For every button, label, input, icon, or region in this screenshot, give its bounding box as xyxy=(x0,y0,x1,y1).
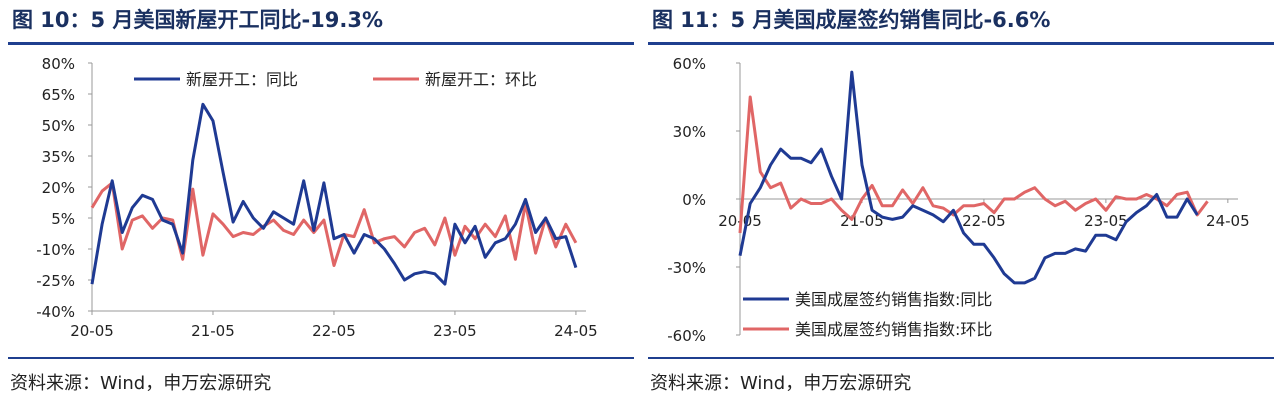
legend-label: 美国成屋签约销售指数:同比 xyxy=(795,290,992,309)
chart-panel-pending-home-sales: 图 11：5 月美国成屋签约销售同比-6.6% -60% -30% 0% 30% 60%… xyxy=(648,0,1274,404)
source-note: 资料来源：Wind，申万宏源研究 xyxy=(10,373,272,394)
series-line-yoy xyxy=(738,70,1199,285)
y-tick-label: 5% xyxy=(51,210,75,228)
x-tick-label: 23-05 xyxy=(433,322,477,340)
x-tick-label: 24-05 xyxy=(554,322,598,340)
x-tick-label: 23-05 xyxy=(1084,212,1128,230)
footer-rule xyxy=(648,357,1274,359)
legend-label: 美国成屋签约销售指数:环比 xyxy=(795,320,992,339)
x-tick-label: 21-05 xyxy=(191,322,235,340)
y-tick-label: 50% xyxy=(42,117,75,135)
chart-title: 图 11：5 月美国成屋签约销售同比-6.6% xyxy=(652,8,1051,32)
y-tick-label: 35% xyxy=(42,148,75,166)
y-tick-label: 80% xyxy=(42,55,75,73)
footer-rule xyxy=(8,357,634,359)
legend-label: 新屋开工：同比 xyxy=(186,70,298,89)
y-tick-label: -10% xyxy=(36,241,75,259)
x-tick-label: 22-05 xyxy=(312,322,356,340)
pending-home-sales-chart: -60%-30%0%30%60%20-05 21-05 22-05 23-05 24-0… xyxy=(667,55,1250,345)
y-tick-label: -25% xyxy=(36,272,75,290)
series-line-mom xyxy=(738,95,1209,234)
y-tick-label: 30% xyxy=(673,123,706,141)
series-line-mom xyxy=(90,181,578,267)
y-tick-label: 0% xyxy=(682,191,706,209)
y-tick-label: -60% xyxy=(667,327,706,345)
x-tick-label: 21-05 xyxy=(840,212,884,230)
x-tick-label: 22-05 xyxy=(962,212,1006,230)
legend-label: 新屋开工：环比 xyxy=(425,70,537,89)
housing-starts-chart: -40% -25% -10% 5% 20% 35% 50% 65% 80% 20-05 21-05 2… xyxy=(36,55,598,340)
x-tick-label: 24-05 xyxy=(1206,212,1250,230)
y-tick-label: -30% xyxy=(667,259,706,277)
series-line-yoy xyxy=(90,102,578,286)
y-tick-label: 65% xyxy=(42,86,75,104)
chart-title: 图 10：5 月美国新屋开工同比-19.3% xyxy=(12,8,384,32)
title-rule xyxy=(648,42,1274,45)
y-tick-label: 60% xyxy=(673,55,706,73)
title-rule xyxy=(8,42,634,45)
y-tick-label: -40% xyxy=(36,303,75,321)
x-tick-label: 20-05 xyxy=(70,322,114,340)
source-note: 资料来源：Wind，申万宏源研究 xyxy=(650,373,912,394)
chart-panel-housing-starts: 图 10：5 月美国新屋开工同比-19.3% -40% -25% -10% 5% 20%… xyxy=(8,0,634,404)
y-tick-label: 20% xyxy=(42,179,75,197)
